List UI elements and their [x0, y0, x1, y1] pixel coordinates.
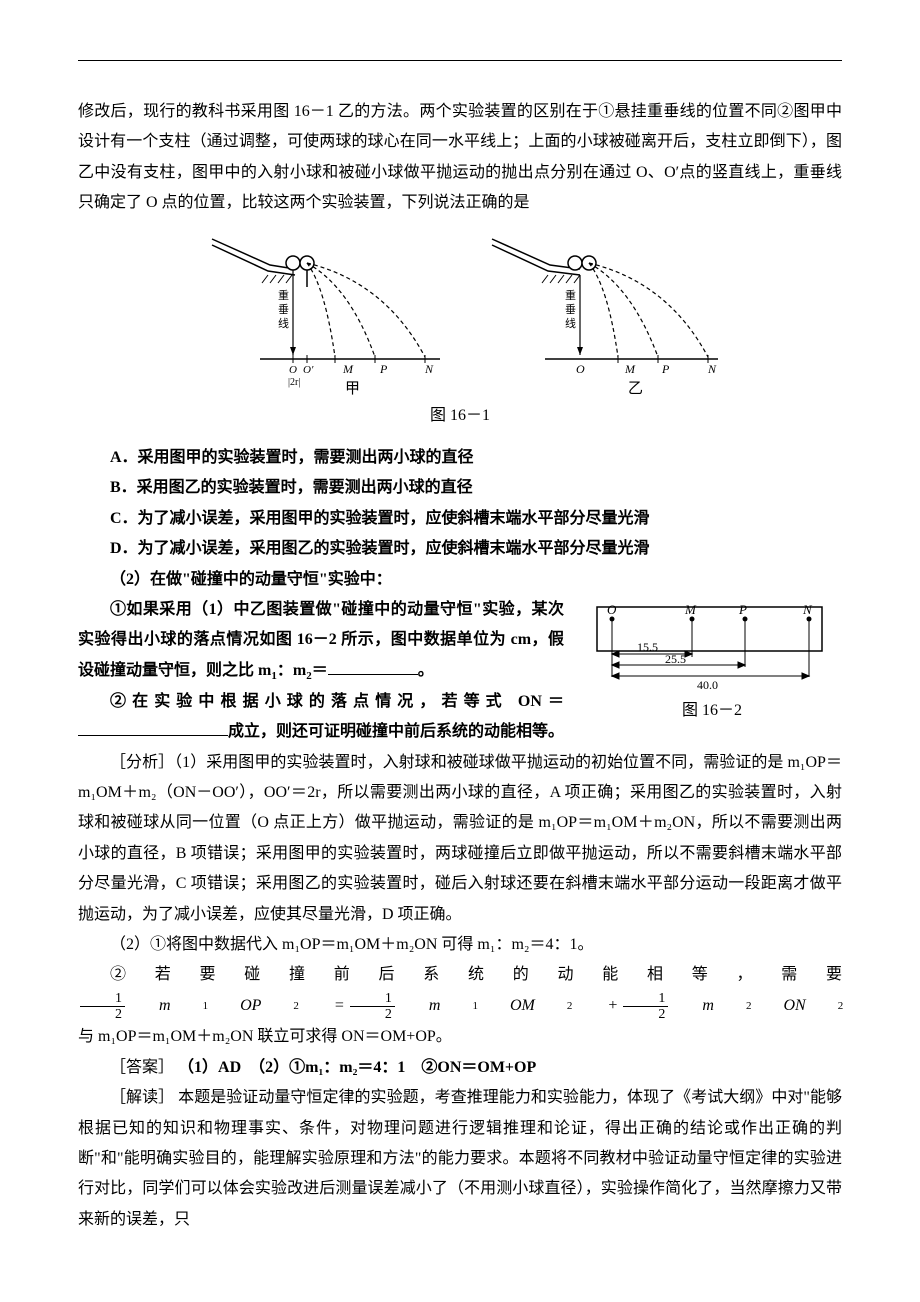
svg-text:P: P: [661, 362, 670, 376]
svg-text:M: M: [624, 362, 636, 376]
svg-text:25.5: 25.5: [665, 652, 686, 666]
svg-text:M: M: [684, 602, 697, 617]
svg-text:N: N: [802, 602, 813, 617]
analysis-2a: （2）①将图中数据代入 m₁OP＝m₁OM＋m₂ON 可得 m₁：m₂＝4：1。: [78, 930, 842, 960]
svg-text:垂: 垂: [278, 303, 289, 316]
svg-text:O: O: [289, 364, 297, 376]
svg-text:重: 重: [565, 288, 576, 302]
option-b: B．采用图乙的实验装置时，需要测出两小球的直径: [78, 473, 842, 503]
blank-ratio: [328, 659, 418, 675]
intro-paragraph: 修改后，现行的教科书采用图 16－1 乙的方法。两个实验装置的区别在于①悬挂重垂…: [78, 97, 842, 219]
fig2-caption: 图 16－2: [582, 696, 842, 726]
analysis-1: ［分析］（1）采用图甲的实验装置时，入射球和被碰球做平抛运动的初始位置不同，需验…: [78, 748, 842, 930]
figure-16-1: 重 垂 线 O O′ |2r| M P N 甲: [78, 227, 842, 397]
svg-text:N: N: [707, 362, 717, 376]
svg-text:M: M: [342, 362, 354, 376]
q2-row: ①如果采用（1）中乙图装置做"碰撞中的动量守恒"实验，某次实验得出小球的落点情况…: [78, 595, 842, 748]
svg-text:N: N: [424, 362, 434, 376]
option-d: D．为了减小误差，采用图乙的实验装置时，应使斜槽末端水平部分尽量光滑: [78, 534, 842, 564]
svg-text:线: 线: [565, 316, 576, 330]
svg-text:O′: O′: [303, 364, 314, 376]
top-rule: [78, 60, 842, 61]
svg-text:甲: 甲: [345, 381, 360, 397]
svg-text:O: O: [576, 362, 585, 376]
svg-text:线: 线: [278, 316, 289, 330]
svg-text:P: P: [738, 602, 747, 617]
svg-text:P: P: [379, 362, 388, 376]
svg-text:垂: 垂: [565, 303, 576, 316]
energy-equation: 12 m1OP2 = 12 m1OM2 + 12 m2ON2: [78, 991, 843, 1023]
svg-text:|2r|: |2r|: [288, 377, 300, 388]
fig2-svg: O M P N 15.: [587, 599, 837, 694]
q2-2: ②在实验中根据小球的落点情况，若等式 ON＝成立，则还可证明碰撞中前后系统的动能…: [78, 687, 564, 748]
analysis-tag: ［分析］: [110, 754, 174, 771]
answer-line: ［答案］ （1）AD （2）①m₁：m₂＝4：1 ②ON＝OM+OP: [78, 1053, 842, 1083]
commentary: ［解读］ 本题是验证动量守恒定律的实验题，考查推理能力和实验能力，体现了《考试大…: [78, 1083, 842, 1235]
option-a: A．采用图甲的实验装置时，需要测出两小球的直径: [78, 443, 842, 473]
option-c: C．为了减小误差，采用图甲的实验装置时，应使斜槽末端水平部分尽量光滑: [78, 504, 842, 534]
q2-1: ①如果采用（1）中乙图装置做"碰撞中的动量守恒"实验，某次实验得出小球的落点情况…: [78, 595, 564, 687]
svg-text:40.0: 40.0: [697, 678, 718, 692]
svg-text:乙: 乙: [628, 381, 643, 397]
fig1-left-hang: 重: [278, 288, 289, 302]
svg-text:O: O: [607, 602, 617, 617]
analysis-2b: ②若要碰撞前后系统的动能相等，需要 12 m1OP2 = 12 m1OM2 + …: [78, 960, 842, 1053]
fig1-svg: 重 垂 线 O O′ |2r| M P N 甲: [200, 227, 720, 397]
blank-on: [78, 720, 228, 736]
fig1-caption: 图 16－1: [78, 401, 842, 431]
svg-text:15.5: 15.5: [637, 640, 658, 654]
q2-header: （2）在做"碰撞中的动量守恒"实验中：: [78, 565, 842, 595]
